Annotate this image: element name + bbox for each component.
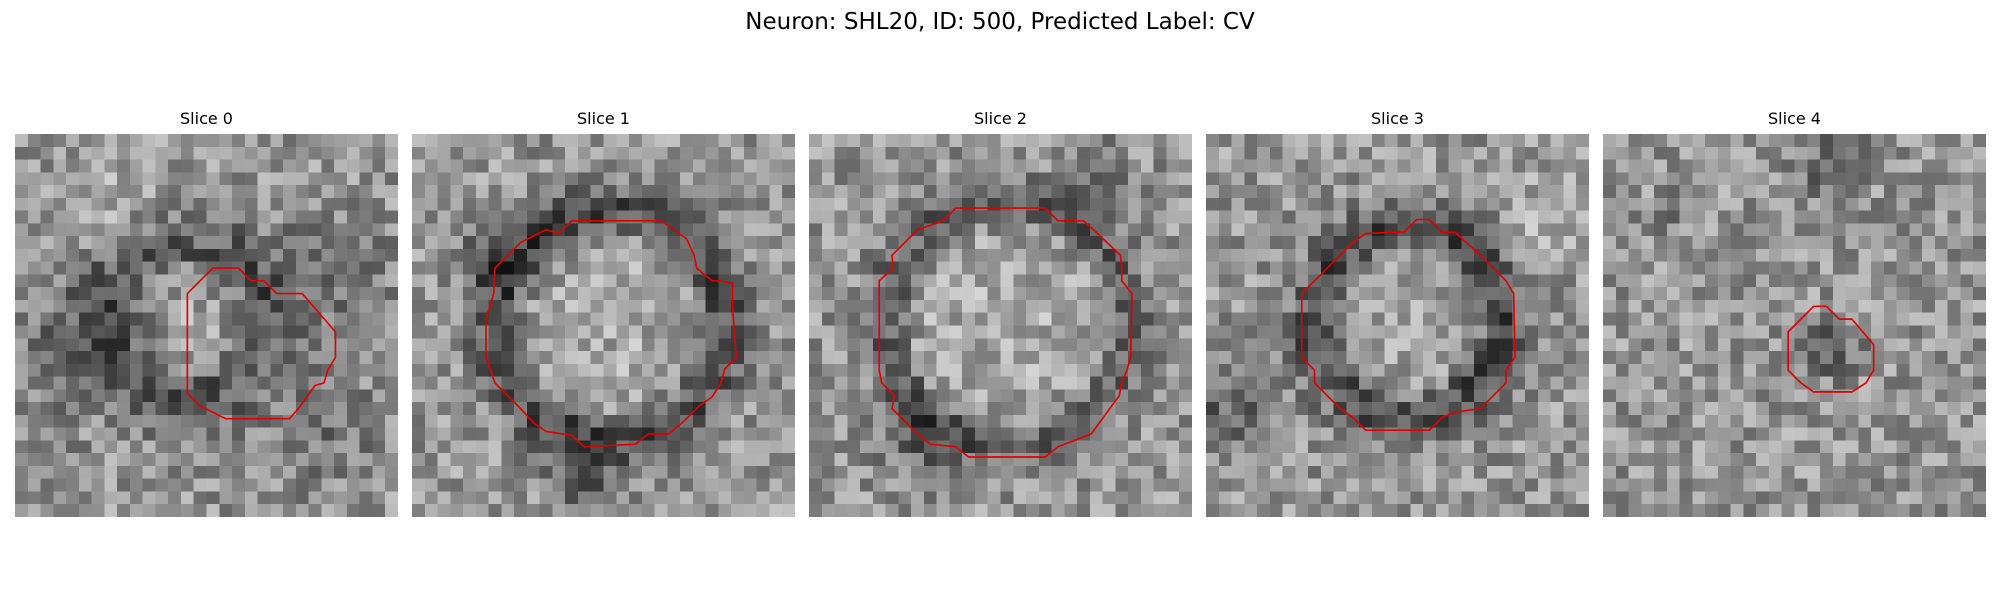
slice-title: Slice 4: [1768, 109, 1821, 128]
roi-outline: [485, 219, 738, 448]
slice-title: Slice 0: [180, 109, 233, 128]
slice-image: [1206, 134, 1589, 517]
slice-image: [412, 134, 795, 517]
figure-title: Neuron: SHL20, ID: 500, Predicted Label:…: [745, 9, 1255, 35]
slice-panel-3: Slice 3: [1206, 108, 1589, 520]
slice-title: Slice 1: [577, 109, 630, 128]
slice-image: [15, 134, 398, 517]
slice-title: Slice 3: [1371, 109, 1424, 128]
slice-panel-0: Slice 0: [15, 108, 398, 520]
slice-image: [809, 134, 1192, 517]
slice-panel-4: Slice 4: [1603, 108, 1986, 520]
roi-outline: [1787, 305, 1875, 393]
roi-outline: [186, 267, 337, 420]
slice-image: [1603, 134, 1986, 517]
slice-title: Slice 2: [974, 109, 1027, 128]
roi-outline: [1300, 218, 1516, 432]
slice-panel-1: Slice 1: [412, 108, 795, 520]
slice-panel-2: Slice 2: [809, 108, 1192, 520]
roi-outline: [878, 207, 1133, 458]
